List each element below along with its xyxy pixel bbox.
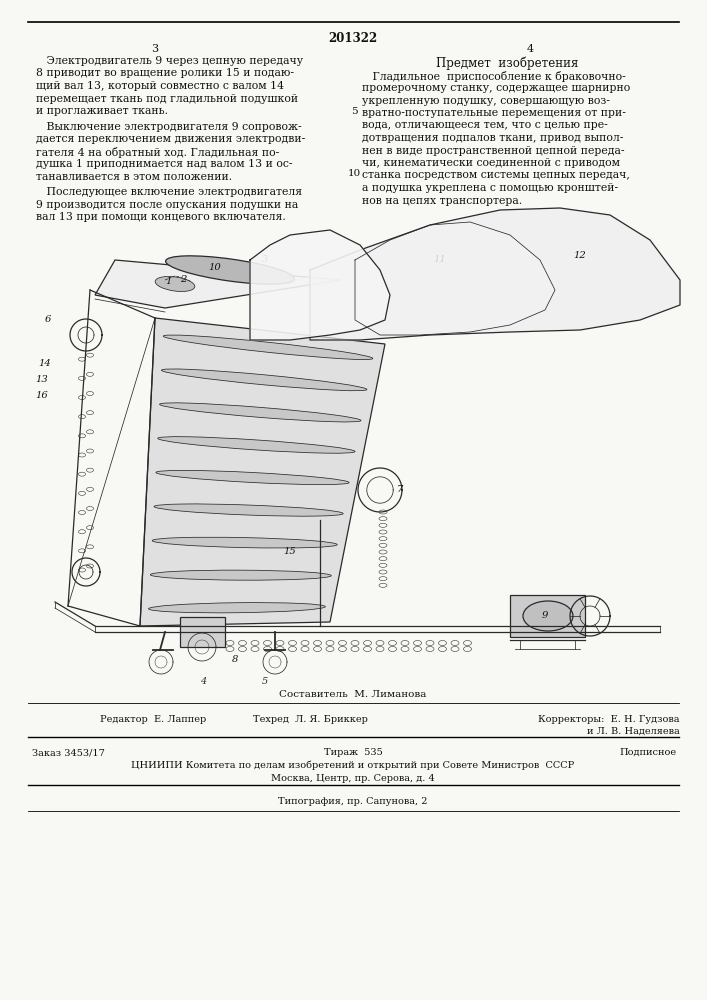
Ellipse shape xyxy=(161,369,367,391)
Text: вратно-поступательные перемещения от при-: вратно-поступательные перемещения от при… xyxy=(362,108,626,118)
Text: 16: 16 xyxy=(35,390,48,399)
Ellipse shape xyxy=(163,335,373,360)
Text: нен в виде пространственной цепной переда-: нен в виде пространственной цепной перед… xyxy=(362,145,624,155)
Text: Москва, Центр, пр. Серова, д. 4: Москва, Центр, пр. Серова, д. 4 xyxy=(271,774,435,783)
Text: чи, кинематически соединенной с приводом: чи, кинематически соединенной с приводом xyxy=(362,158,620,168)
Ellipse shape xyxy=(151,570,332,580)
Text: дается переключением движения электродви-: дается переключением движения электродви… xyxy=(36,134,305,144)
Text: Типография, пр. Сапунова, 2: Типография, пр. Сапунова, 2 xyxy=(279,797,428,806)
Text: танавливается в этом положении.: танавливается в этом положении. xyxy=(36,172,232,182)
Ellipse shape xyxy=(154,504,343,516)
Text: 7: 7 xyxy=(397,486,403,494)
Ellipse shape xyxy=(156,470,349,485)
Ellipse shape xyxy=(158,437,355,453)
Text: ЦНИИПИ Комитета по делам изобретений и открытий при Совете Министров  СССР: ЦНИИПИ Комитета по делам изобретений и о… xyxy=(132,761,575,770)
Text: нов на цепях транспортера.: нов на цепях транспортера. xyxy=(362,196,522,206)
Text: дотвращения подпалов ткани, привод выпол-: дотвращения подпалов ткани, привод выпол… xyxy=(362,133,624,143)
Text: душка 1 приподнимается над валом 13 и ос-: душка 1 приподнимается над валом 13 и ос… xyxy=(36,159,293,169)
Ellipse shape xyxy=(152,537,337,548)
Text: Предмет  изобретения: Предмет изобретения xyxy=(436,56,578,70)
Ellipse shape xyxy=(523,601,573,631)
Text: 4: 4 xyxy=(527,44,534,54)
Text: Последующее включение электродвигателя: Последующее включение электродвигателя xyxy=(36,187,302,197)
Text: 8 приводит во вращение ролики 15 и подаю-: 8 приводит во вращение ролики 15 и подаю… xyxy=(36,68,294,79)
Bar xyxy=(180,617,225,647)
Text: промерочному станку, содержащее шарнирно: промерочному станку, содержащее шарнирно xyxy=(362,83,630,93)
Polygon shape xyxy=(95,260,340,308)
Text: Редактор  Е. Лаппер: Редактор Е. Лаппер xyxy=(100,715,206,724)
Text: Электродвигатель 9 через цепную передачу: Электродвигатель 9 через цепную передачу xyxy=(36,56,303,66)
Text: вал 13 при помощи концевого включателя.: вал 13 при помощи концевого включателя. xyxy=(36,212,286,222)
Text: 3: 3 xyxy=(151,44,158,54)
Text: Тираж  535: Тираж 535 xyxy=(324,748,382,757)
Text: и проглаживает ткань.: и проглаживает ткань. xyxy=(36,106,168,116)
Text: 9: 9 xyxy=(542,610,548,619)
Text: 5: 5 xyxy=(262,677,268,686)
Ellipse shape xyxy=(160,403,361,422)
Ellipse shape xyxy=(155,277,195,291)
Text: 15: 15 xyxy=(284,548,296,556)
Text: Гладильное  приспособление к браковочно-: Гладильное приспособление к браковочно- xyxy=(362,70,626,82)
Text: 2: 2 xyxy=(180,275,186,284)
Text: 1: 1 xyxy=(165,277,171,286)
Polygon shape xyxy=(310,208,680,340)
Text: перемещает ткань под гладильной подушкой: перемещает ткань под гладильной подушкой xyxy=(36,94,298,104)
Polygon shape xyxy=(250,230,390,340)
Ellipse shape xyxy=(148,603,325,613)
Text: 5: 5 xyxy=(351,107,357,116)
Polygon shape xyxy=(140,318,385,626)
Text: укрепленную подушку, совершающую воз-: укрепленную подушку, совершающую воз- xyxy=(362,96,610,105)
Text: 201322: 201322 xyxy=(328,32,378,45)
Text: 8: 8 xyxy=(232,656,238,664)
Ellipse shape xyxy=(165,256,294,284)
Bar xyxy=(510,595,585,637)
Text: 10: 10 xyxy=(209,262,221,271)
Text: а подушка укреплена с помощью кронштей-: а подушка укреплена с помощью кронштей- xyxy=(362,183,618,193)
Text: Выключение электродвигателя 9 сопровож-: Выключение электродвигателя 9 сопровож- xyxy=(36,121,302,131)
Text: Заказ 3453/17: Заказ 3453/17 xyxy=(32,748,105,757)
Text: Корректоры:  Е. Н. Гудзова: Корректоры: Е. Н. Гудзова xyxy=(539,715,680,724)
Text: щий вал 13, который совместно с валом 14: щий вал 13, который совместно с валом 14 xyxy=(36,81,284,91)
Text: 14: 14 xyxy=(39,360,52,368)
Text: 9 производится после опускания подушки на: 9 производится после опускания подушки н… xyxy=(36,200,298,210)
Text: 4: 4 xyxy=(200,677,206,686)
Text: 12: 12 xyxy=(573,250,586,259)
Text: Техред  Л. Я. Бриккер: Техред Л. Я. Бриккер xyxy=(252,715,368,724)
Text: Составитель  М. Лиманова: Составитель М. Лиманова xyxy=(279,690,427,699)
Text: гателя 4 на обратный ход. Гладильная по-: гателя 4 на обратный ход. Гладильная по- xyxy=(36,146,279,157)
Text: 11: 11 xyxy=(433,255,446,264)
Text: 3: 3 xyxy=(262,255,268,264)
Text: станка посредством системы цепных передач,: станка посредством системы цепных переда… xyxy=(362,170,630,180)
Text: 10: 10 xyxy=(347,169,361,178)
Text: и Л. В. Наделяева: и Л. В. Наделяева xyxy=(588,727,680,736)
Text: 6: 6 xyxy=(45,316,51,324)
Polygon shape xyxy=(355,222,555,335)
Text: вода, отличающееся тем, что с целью пре-: вода, отличающееся тем, что с целью пре- xyxy=(362,120,608,130)
Text: 13: 13 xyxy=(35,375,48,384)
Text: Подписное: Подписное xyxy=(620,748,677,757)
